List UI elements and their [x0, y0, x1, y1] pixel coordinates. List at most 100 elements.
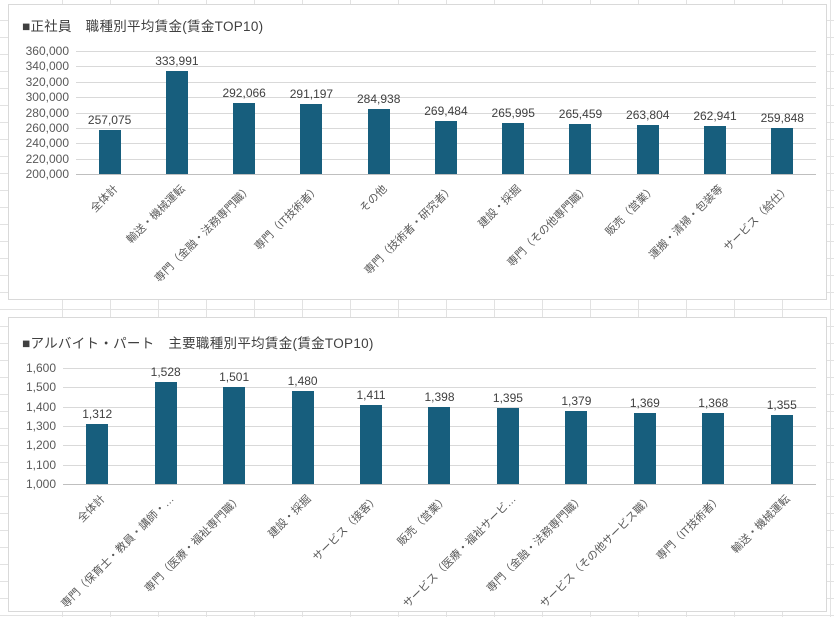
- category-slot: サービス（接客）: [311, 484, 405, 608]
- bar-value-label: 259,848: [760, 111, 804, 125]
- bar-value-label: 1,355: [766, 398, 797, 413]
- y-tick-label: 320,000: [25, 74, 69, 89]
- bar-slot: 262,941: [681, 51, 748, 174]
- bar-series: 257,075 333,991 292,066 291,197 284,938 269,4…: [76, 51, 816, 174]
- bar-slot: 265,459: [547, 51, 614, 174]
- chart-title: ■正社員 職種別平均賃金(賃金TOP10): [22, 19, 264, 34]
- bar-slot: 1,312: [63, 368, 131, 484]
- bar-slot: 1,480: [268, 368, 336, 484]
- y-tick-label: 300,000: [25, 90, 69, 105]
- chart-title: ■アルバイト・パート 主要職種別平均賃金(賃金TOP10): [22, 336, 374, 351]
- y-tick-label: 280,000: [25, 105, 69, 120]
- x-axis-line: [76, 174, 816, 175]
- gridline: [63, 368, 816, 369]
- y-axis-tick-labels: 360,000 340,000 320,000 300,000 280,000 260,0…: [9, 44, 69, 181]
- bar-slot: 1,398: [405, 368, 473, 484]
- bar[interactable]: [704, 125, 727, 174]
- y-tick-label: 1,600: [25, 361, 56, 375]
- gridline: [76, 51, 816, 52]
- bar-value-label: 1,411: [356, 387, 386, 402]
- bar[interactable]: [496, 407, 519, 484]
- y-tick-label: 240,000: [25, 136, 69, 151]
- x-axis-category-labels: 全体計 専門（保育士・教員・講師・… 専門（医療・福祉専門職） 建設・採掘 サービス（接…: [59, 484, 816, 610]
- bar[interactable]: [291, 391, 314, 484]
- bar-slot: 292,066: [211, 51, 278, 174]
- bar-value-label: 263,804: [626, 107, 670, 122]
- bar-value-label: 1,395: [492, 390, 523, 405]
- bar-slot: 259,848: [749, 51, 816, 174]
- bar[interactable]: [233, 103, 256, 174]
- bar[interactable]: [86, 423, 109, 484]
- bar-slot: 1,501: [200, 368, 268, 484]
- y-axis-tick-labels: 1,600 1,500 1,400 1,300 1,200 1,100 1,000: [9, 361, 56, 491]
- bar[interactable]: [367, 108, 390, 174]
- plot-area: 1,312 1,528 1,501 1,480 1,411 1,398 1,395 1,379…: [63, 364, 816, 485]
- bar[interactable]: [565, 410, 588, 484]
- gridline: [76, 66, 816, 68]
- bar-slot: 1,528: [131, 364, 199, 484]
- y-tick-label: 360,000: [25, 44, 69, 58]
- bar-value-label: 292,066: [222, 86, 266, 101]
- bar-series: 1,312 1,528 1,501 1,480 1,411 1,398 1,395 1,379…: [63, 364, 816, 484]
- bar-value-label: 291,197: [289, 86, 334, 101]
- bar-slot: 269,484: [412, 51, 479, 174]
- plot-area: 257,075 333,991 292,066 291,197 284,938 269,4…: [76, 51, 816, 175]
- x-axis-category-labels: 全体計 輸送・機械運転 専門（金融・法務専門職） 専門（IT技術者） その他 専門（技術者…: [76, 174, 816, 296]
- bar[interactable]: [770, 415, 793, 484]
- bar-slot: 333,991: [143, 51, 210, 174]
- bar[interactable]: [300, 103, 323, 174]
- bar[interactable]: [502, 123, 525, 174]
- bar[interactable]: [98, 130, 121, 174]
- bar[interactable]: [428, 407, 451, 484]
- bar-value-label: 257,075: [87, 113, 132, 128]
- bar-value-label: 1,398: [424, 390, 455, 405]
- y-tick-label: 200,000: [25, 167, 69, 181]
- gridline: [76, 112, 816, 114]
- category-slot: 輸送・機械運転: [729, 484, 816, 608]
- bar-value-label: 333,991: [155, 54, 199, 68]
- bar-value-label: 1,501: [219, 370, 250, 385]
- y-tick-label: 1,300: [25, 419, 56, 433]
- bar-value-label: 1,528: [150, 364, 181, 379]
- category-slot: 専門（IT技術者）: [252, 174, 345, 296]
- bar-slot: 284,938: [345, 51, 412, 174]
- x-axis-line: [63, 484, 816, 485]
- gridline: [76, 97, 816, 99]
- category-label: 建設・採掘: [265, 493, 314, 541]
- bar-value-label: 262,941: [693, 108, 737, 123]
- y-tick-label: 1,500: [25, 380, 56, 395]
- bar-value-label: 1,379: [561, 393, 592, 408]
- category-label: 建設・採掘: [476, 183, 524, 231]
- bar-value-label: 1,480: [287, 374, 318, 389]
- bar[interactable]: [434, 120, 457, 174]
- y-tick-label: 1,200: [25, 438, 56, 453]
- bar-slot: 263,804: [614, 51, 681, 174]
- y-tick-label: 260,000: [25, 120, 69, 135]
- bar-value-label: 1,368: [698, 395, 729, 410]
- bar[interactable]: [360, 404, 383, 484]
- bar-slot: 1,411: [337, 368, 405, 484]
- category-slot: 専門（技術者・研究者）: [363, 174, 479, 296]
- bar[interactable]: [569, 123, 592, 174]
- bar[interactable]: [636, 124, 659, 174]
- bar[interactable]: [702, 412, 725, 484]
- bar-value-label: 269,484: [424, 103, 468, 118]
- bar-value-label: 284,938: [356, 91, 401, 106]
- category-label: 全体計: [76, 493, 108, 525]
- bar-value-label: 265,995: [491, 106, 535, 121]
- gridline: [76, 81, 816, 83]
- category-slot: 専門（医療・福祉専門職）: [143, 484, 268, 608]
- bar[interactable]: [165, 71, 188, 174]
- bar[interactable]: [771, 128, 794, 174]
- bar[interactable]: [154, 381, 177, 484]
- bar[interactable]: [633, 412, 656, 484]
- category-label: その他: [357, 183, 390, 215]
- category-label: 全体計: [88, 183, 121, 215]
- bar[interactable]: [223, 387, 246, 484]
- bar-slot: 257,075: [76, 51, 143, 174]
- bar-slot: 291,197: [278, 51, 345, 174]
- category-slot: サービス（給仕）: [722, 174, 816, 296]
- chart-parttime-wage-by-occupation[interactable]: ■アルバイト・パート 主要職種別平均賃金(賃金TOP10) 1,600 1,500…: [8, 317, 827, 612]
- chart-fulltime-wage-by-occupation[interactable]: ■正社員 職種別平均賃金(賃金TOP10) 360,000 340,000 320,…: [8, 4, 827, 300]
- bar-value-label: 1,312: [82, 406, 113, 421]
